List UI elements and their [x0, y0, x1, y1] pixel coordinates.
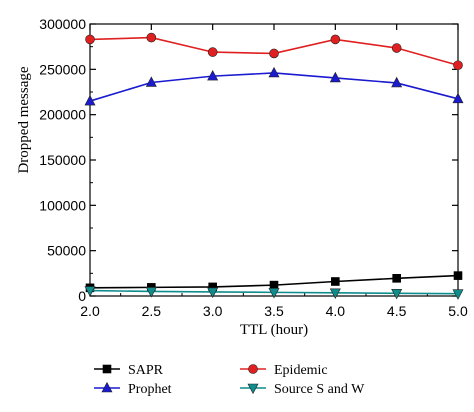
data-point-prophet — [268, 66, 280, 78]
plot-frame — [89, 23, 459, 297]
series-prophet — [84, 66, 464, 106]
y-axis-ticks: 0 50000 100000 150000 200000 250000 300000 — [39, 16, 458, 304]
y-tick-label: 200000 — [39, 107, 86, 123]
data-point-prophet — [391, 76, 403, 88]
data-point-prophet — [329, 71, 341, 83]
data-point-source-s-and-w — [452, 289, 464, 300]
data-point-sapr — [392, 274, 401, 283]
y-tick-label: 300000 — [39, 16, 86, 32]
x-axis-title: TTL (hour) — [240, 322, 308, 338]
series-epidemic — [85, 32, 463, 71]
legend-marker — [247, 383, 259, 395]
legend-item-sapr: SAPR — [94, 363, 164, 378]
y-tick-label: 100000 — [39, 197, 86, 213]
data-point-prophet — [145, 76, 157, 87]
data-point-source-s-and-w — [268, 288, 280, 299]
legend: SAPR Epidemic Prophet Source S and W — [94, 363, 365, 397]
data-point-sapr — [269, 280, 279, 290]
y-axis-title: Dropped message — [16, 66, 32, 173]
data-point-epidemic — [330, 34, 341, 45]
data-point-epidemic — [207, 47, 218, 57]
x-tick-label: 3.0 — [203, 303, 223, 319]
y-tick-label: 150000 — [39, 152, 86, 168]
legend-marker — [101, 381, 113, 393]
data-point-epidemic — [146, 32, 157, 43]
x-tick-label: 3.5 — [264, 303, 284, 319]
legend-label: SAPR — [128, 363, 164, 378]
data-point-source-s-and-w — [329, 288, 341, 299]
x-tick-label: 2.5 — [142, 303, 162, 319]
data-point-prophet — [452, 92, 464, 104]
legend-label: Prophet — [128, 382, 172, 397]
data-point-prophet — [207, 69, 219, 81]
data-point-epidemic — [269, 48, 279, 59]
legend-marker — [248, 364, 258, 374]
series-source-s-and-w — [84, 286, 464, 300]
x-tick-label: 4.0 — [326, 303, 346, 319]
y-tick-label: 250000 — [39, 61, 86, 77]
legend-item-source-s-and-w: Source S and W — [240, 382, 365, 397]
legend-item-prophet: Prophet — [94, 381, 172, 397]
series-layer — [84, 32, 464, 300]
data-point-sapr — [453, 271, 463, 280]
x-tick-label: 5.0 — [448, 303, 468, 319]
x-tick-label: 2.0 — [80, 303, 100, 319]
data-point-epidemic — [453, 60, 463, 71]
data-point-source-s-and-w — [207, 287, 219, 299]
data-point-sapr — [331, 277, 340, 286]
data-point-source-s-and-w — [145, 287, 157, 298]
x-tick-label: 4.5 — [387, 303, 407, 319]
legend-label: Source S and W — [274, 382, 365, 397]
y-tick-label: 0 — [78, 288, 86, 304]
data-point-prophet — [84, 94, 96, 106]
legend-label: Epidemic — [274, 363, 328, 378]
legend-item-epidemic: Epidemic — [240, 363, 328, 378]
data-point-epidemic — [85, 34, 95, 45]
data-point-source-s-and-w — [391, 288, 403, 300]
legend-marker — [102, 364, 112, 374]
data-point-source-s-and-w — [84, 286, 96, 297]
y-tick-label: 50000 — [47, 243, 86, 259]
data-point-epidemic — [391, 43, 402, 53]
